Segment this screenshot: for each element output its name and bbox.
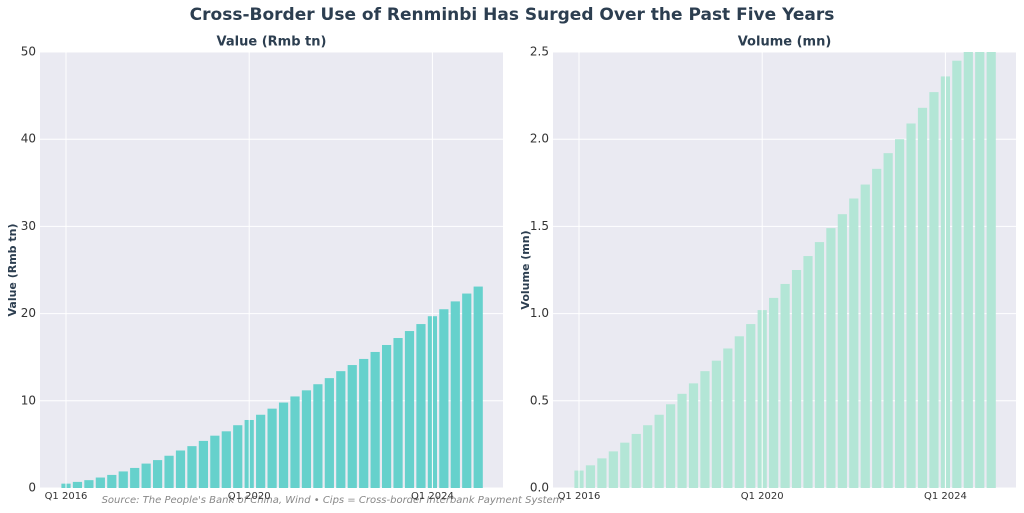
bar: [233, 425, 243, 488]
bar: [929, 92, 939, 488]
bar: [347, 365, 357, 488]
bar: [175, 450, 186, 488]
bar: [677, 393, 687, 488]
bar: [585, 465, 596, 488]
bar: [734, 336, 744, 488]
bar: [620, 442, 630, 488]
x-tick-label: Q1 2020: [741, 491, 784, 502]
bar: [130, 467, 140, 488]
figure-title: Cross-Border Use of Renminbi Has Surged …: [190, 5, 835, 25]
bar: [860, 184, 870, 488]
y-axis-label: Value (Rmb tn): [6, 223, 19, 316]
bar: [746, 324, 756, 488]
y-tick-label: 0: [28, 481, 36, 495]
y-tick-label: 0.5: [530, 393, 549, 407]
bar: [608, 451, 618, 488]
bar: [666, 404, 676, 488]
bar: [382, 344, 392, 488]
bar: [872, 168, 882, 488]
bars: [61, 286, 483, 488]
bar: [393, 338, 403, 488]
bar: [290, 396, 300, 488]
bar: [952, 60, 962, 488]
bar: [370, 351, 380, 488]
bar: [267, 408, 277, 488]
bar: [837, 214, 847, 488]
y-tick-label: 20: [21, 306, 36, 320]
bar: [153, 460, 163, 488]
x-tick-label: Q1 2024: [924, 491, 967, 502]
bar: [814, 242, 825, 488]
bar: [187, 446, 197, 488]
bar: [164, 455, 174, 488]
bar: [643, 425, 653, 488]
y-tick-label: 2.5: [530, 45, 549, 59]
bar: [450, 301, 460, 488]
bar: [654, 414, 664, 488]
source-note: Source: The People's Bank of China, Wind…: [102, 495, 563, 506]
bar: [359, 358, 369, 488]
bar: [84, 480, 94, 488]
bar: [404, 331, 415, 488]
x-tick-label: Q1 2024: [411, 491, 454, 502]
bar: [803, 256, 813, 488]
bar: [711, 360, 721, 488]
bar: [975, 52, 985, 488]
bar: [72, 481, 83, 488]
bar: [462, 293, 472, 488]
subplot-title: Value (Rmb tn): [217, 35, 327, 50]
bar: [198, 440, 208, 488]
bar: [141, 463, 151, 488]
y-tick-label: 10: [21, 393, 36, 407]
bar: [473, 286, 483, 488]
bar: [597, 458, 607, 488]
bar: [221, 431, 231, 488]
y-tick-label: 0.0: [530, 481, 549, 495]
bar: [986, 52, 996, 488]
bar: [688, 383, 699, 488]
y-tick-label: 50: [21, 45, 36, 59]
y-tick-label: 40: [21, 132, 36, 146]
bar: [769, 297, 779, 488]
bar: [256, 414, 266, 488]
bar: [210, 435, 220, 488]
x-tick-label: Q1 2016: [45, 491, 88, 502]
bar: [631, 433, 641, 488]
x-tick-label: Q1 2016: [558, 491, 601, 502]
subplot-title: Volume (mn): [738, 35, 832, 50]
bar: [883, 153, 893, 488]
bar: [780, 283, 790, 488]
bar: [963, 52, 973, 488]
bar: [826, 228, 836, 488]
bar: [439, 309, 449, 488]
bar: [906, 123, 916, 488]
bar: [895, 139, 905, 488]
bar: [849, 198, 859, 488]
bar: [700, 371, 710, 488]
bar: [95, 477, 105, 488]
y-tick-label: 1.5: [530, 219, 549, 233]
bar: [723, 348, 733, 488]
bar: [107, 474, 117, 488]
bar: [278, 402, 289, 488]
bar: [791, 270, 802, 488]
y-tick-label: 30: [21, 219, 36, 233]
bar: [118, 471, 128, 488]
y-tick-label: 1.0: [530, 306, 549, 320]
y-tick-label: 2.0: [530, 132, 549, 146]
bar: [301, 390, 312, 488]
x-tick-label: Q1 2020: [228, 491, 271, 502]
bar: [416, 324, 426, 488]
bar: [917, 107, 928, 488]
y-axis-label: Volume (mn): [519, 230, 532, 309]
bar: [324, 378, 334, 488]
bar: [313, 384, 323, 488]
bar: [336, 371, 346, 488]
